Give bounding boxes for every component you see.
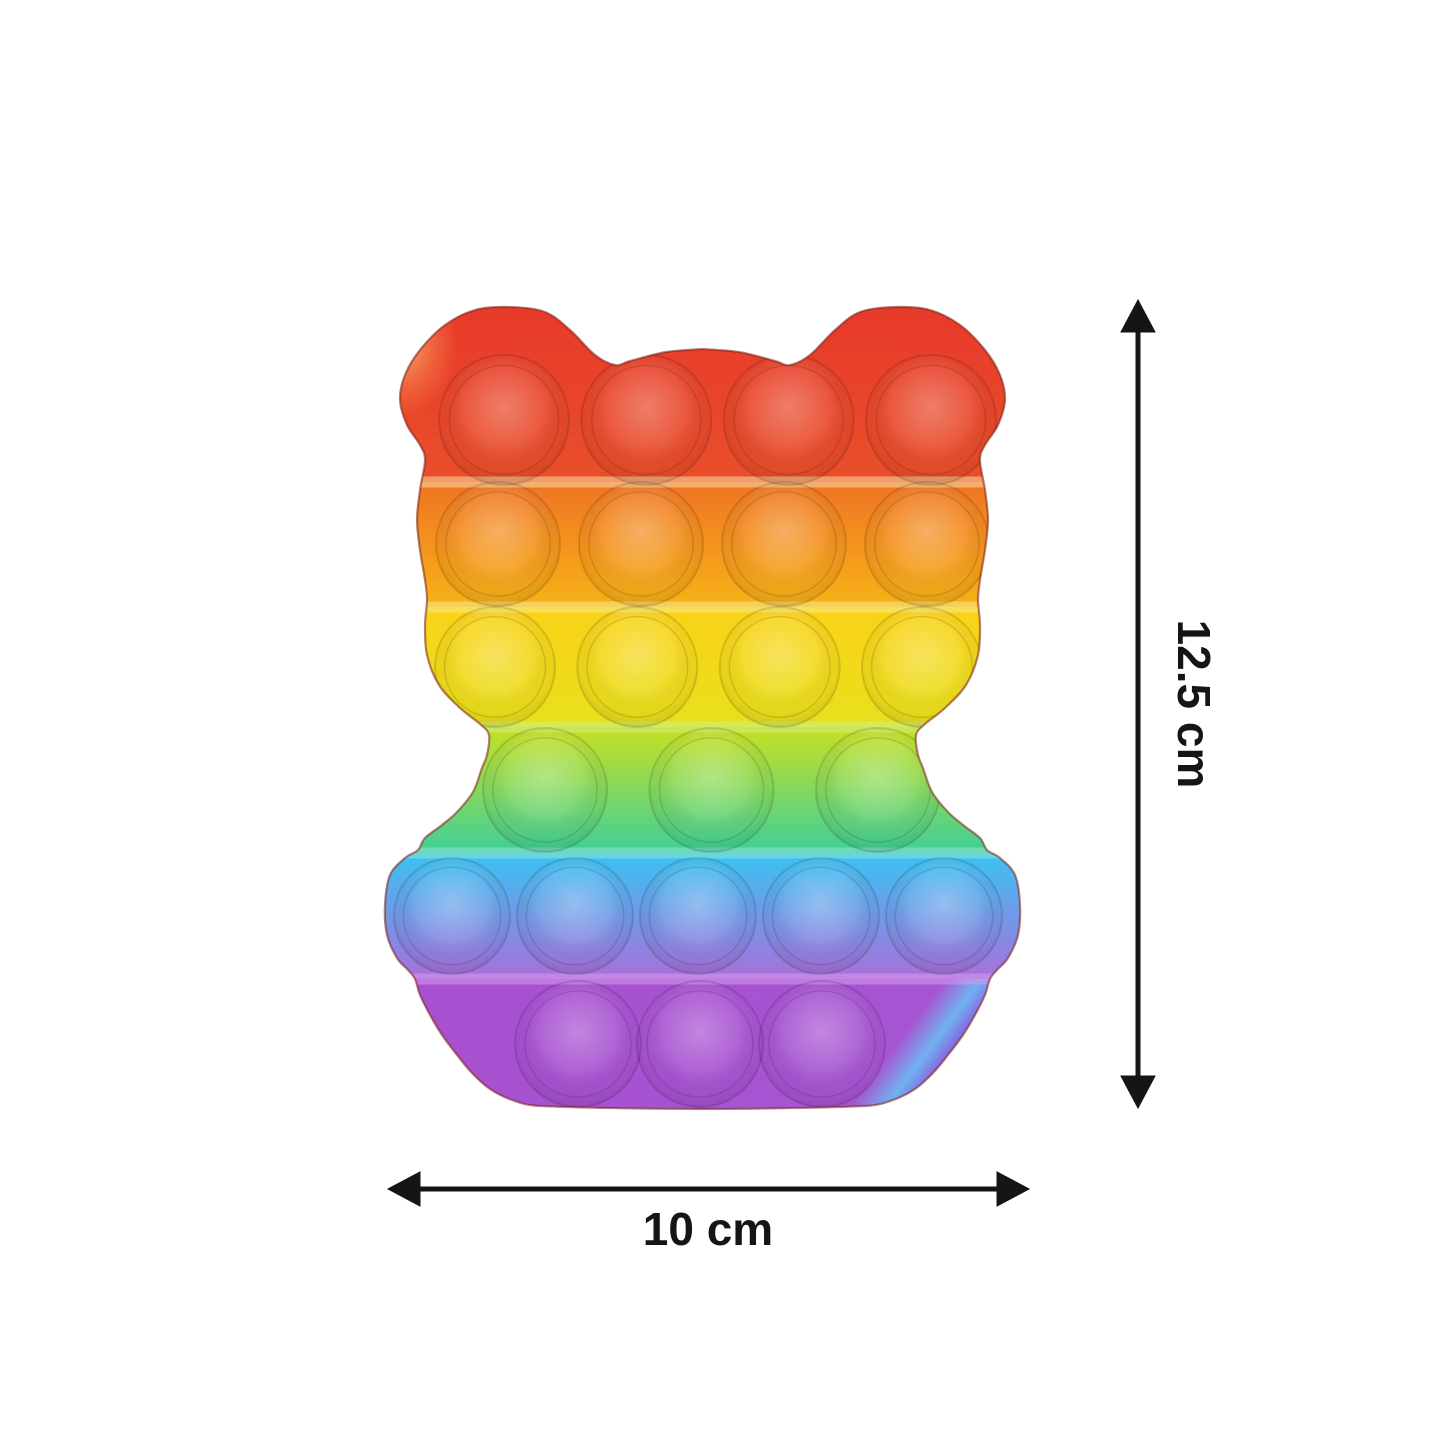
svg-text:12.5 cm: 12.5 cm bbox=[1168, 620, 1220, 789]
svg-text:10 cm: 10 cm bbox=[643, 1203, 773, 1255]
